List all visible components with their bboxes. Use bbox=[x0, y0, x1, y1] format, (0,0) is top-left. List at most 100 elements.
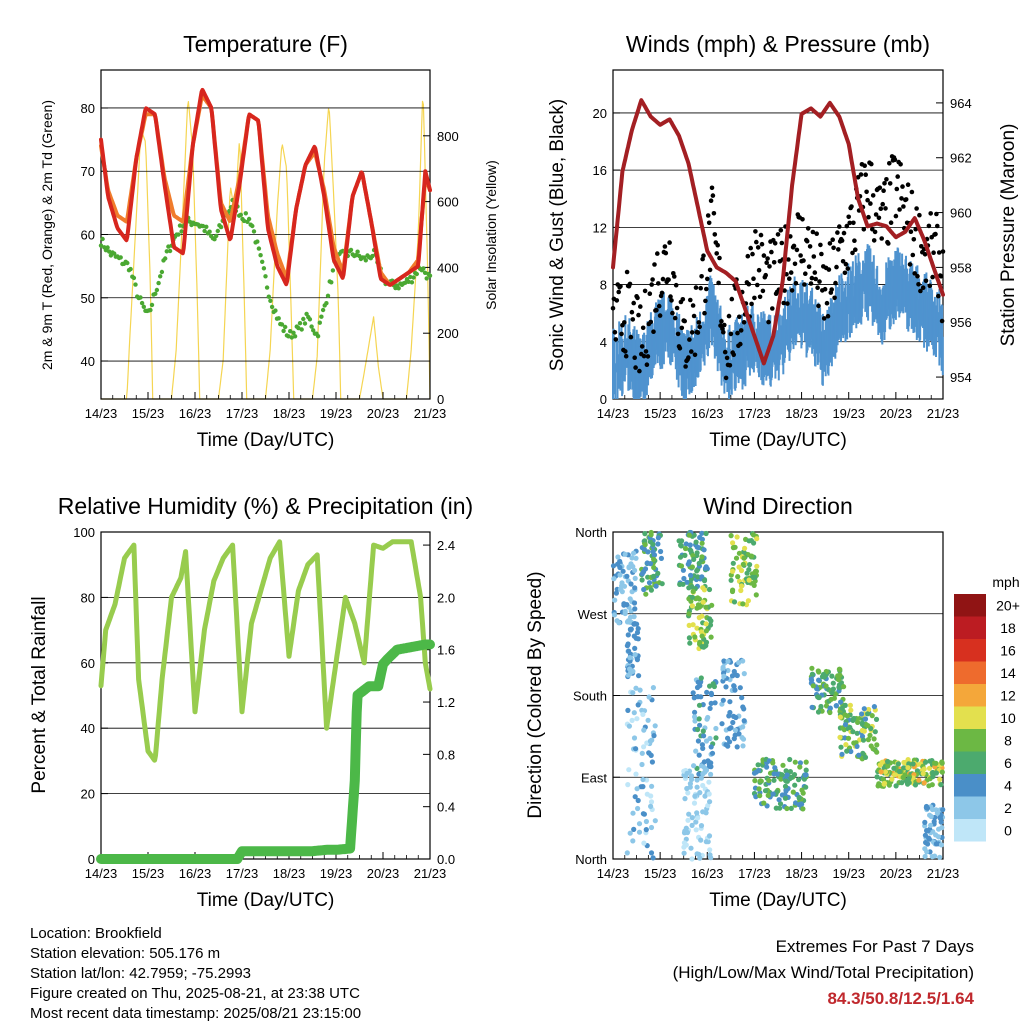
direction-marker bbox=[707, 799, 713, 805]
gust-marker bbox=[722, 322, 727, 328]
direction-marker bbox=[648, 803, 654, 810]
direction-marker bbox=[803, 759, 809, 765]
direction-marker bbox=[815, 694, 821, 700]
gust-marker bbox=[761, 253, 767, 258]
dewpoint-marker bbox=[320, 307, 326, 313]
gust-marker bbox=[827, 241, 833, 246]
direction-marker bbox=[697, 722, 703, 728]
direction-marker bbox=[632, 575, 638, 582]
dewpoint-marker bbox=[424, 276, 429, 281]
dewpoint-marker bbox=[268, 298, 273, 303]
direction-marker bbox=[625, 707, 631, 714]
gust-marker bbox=[878, 206, 884, 211]
gust-marker bbox=[793, 280, 799, 286]
dewpoint-marker bbox=[329, 280, 334, 285]
direction-marker bbox=[614, 618, 620, 624]
direction-marker bbox=[632, 606, 638, 612]
legend-swatch bbox=[954, 706, 986, 729]
direction-marker bbox=[627, 619, 633, 625]
direction-marker bbox=[938, 816, 944, 822]
y2-tick-label: 800 bbox=[437, 129, 459, 144]
dewpoint-marker bbox=[289, 335, 294, 340]
direction-marker bbox=[641, 840, 647, 846]
direction-marker bbox=[871, 704, 878, 710]
gust-marker bbox=[702, 310, 707, 316]
x-tick-label: 20/23 bbox=[367, 406, 400, 421]
y-tick-label: West bbox=[578, 607, 608, 622]
direction-marker bbox=[611, 612, 618, 618]
dewpoint-marker bbox=[403, 280, 408, 285]
dewpoint-marker bbox=[269, 304, 275, 310]
direction-marker bbox=[648, 587, 655, 593]
direction-marker bbox=[755, 762, 761, 768]
dewpoint-marker bbox=[179, 229, 184, 234]
gust-marker bbox=[821, 316, 827, 321]
direction-marker bbox=[695, 738, 702, 744]
gust-marker bbox=[881, 188, 886, 193]
direction-marker bbox=[707, 705, 713, 712]
gust-marker bbox=[614, 298, 620, 303]
dewpoint-marker bbox=[363, 258, 368, 263]
dewpoint-marker bbox=[264, 285, 270, 290]
direction-marker bbox=[696, 702, 703, 708]
direction-marker bbox=[740, 743, 746, 749]
direction-marker bbox=[644, 791, 650, 797]
direction-marker bbox=[933, 770, 940, 776]
direction-marker bbox=[700, 728, 706, 734]
direction-marker bbox=[937, 854, 943, 860]
gust-marker bbox=[915, 273, 920, 279]
legend-title: mph bbox=[992, 574, 1019, 590]
direction-marker bbox=[701, 578, 708, 584]
gust-marker bbox=[723, 375, 729, 381]
y-axis-label: Percent & Total Rainfall bbox=[29, 596, 50, 793]
dewpoint-marker bbox=[288, 329, 293, 334]
direction-marker bbox=[646, 694, 652, 700]
direction-marker bbox=[648, 799, 655, 805]
gust-marker bbox=[785, 301, 790, 306]
direction-marker bbox=[783, 788, 789, 794]
direction-marker bbox=[642, 566, 649, 572]
direction-marker bbox=[847, 702, 854, 708]
dewpoint-marker bbox=[273, 308, 278, 313]
direction-marker bbox=[752, 778, 758, 784]
direction-marker bbox=[687, 542, 693, 548]
gust-marker bbox=[876, 215, 882, 221]
gust-marker bbox=[666, 277, 671, 283]
dewpoint-marker bbox=[319, 314, 324, 319]
gust-marker bbox=[763, 272, 768, 278]
gust-marker bbox=[892, 157, 898, 163]
direction-marker bbox=[699, 554, 705, 560]
x-tick-label: 19/23 bbox=[320, 406, 353, 421]
direction-marker bbox=[689, 603, 696, 609]
direction-marker bbox=[692, 634, 698, 640]
dewpoint-marker bbox=[309, 324, 314, 329]
dewpoint-marker bbox=[266, 294, 271, 299]
direction-marker bbox=[736, 731, 742, 737]
direction-marker bbox=[694, 625, 700, 631]
y-axis-label: Direction (Colored By Speed) bbox=[525, 571, 546, 818]
direction-marker bbox=[782, 783, 789, 790]
dewpoint-marker bbox=[251, 229, 257, 234]
direction-marker bbox=[685, 790, 691, 796]
direction-marker bbox=[707, 847, 713, 853]
direction-marker bbox=[700, 745, 706, 752]
gust-marker bbox=[746, 281, 752, 287]
direction-marker bbox=[688, 548, 694, 554]
gust-marker bbox=[662, 244, 668, 249]
direction-marker bbox=[709, 602, 715, 608]
x-tick-label: 15/23 bbox=[132, 406, 165, 421]
gust-marker bbox=[638, 304, 643, 309]
direction-marker bbox=[728, 533, 734, 539]
direction-marker bbox=[691, 800, 698, 806]
gust-marker bbox=[861, 227, 867, 232]
gust-marker bbox=[698, 285, 703, 291]
direction-marker bbox=[873, 716, 880, 723]
direction-marker bbox=[727, 726, 733, 732]
direction-marker bbox=[643, 591, 649, 597]
direction-marker bbox=[624, 573, 630, 579]
gust-marker bbox=[800, 217, 805, 222]
pressure-line bbox=[611, 98, 945, 366]
direction-marker bbox=[719, 701, 725, 707]
gust-marker bbox=[883, 206, 888, 211]
direction-marker bbox=[823, 703, 830, 709]
